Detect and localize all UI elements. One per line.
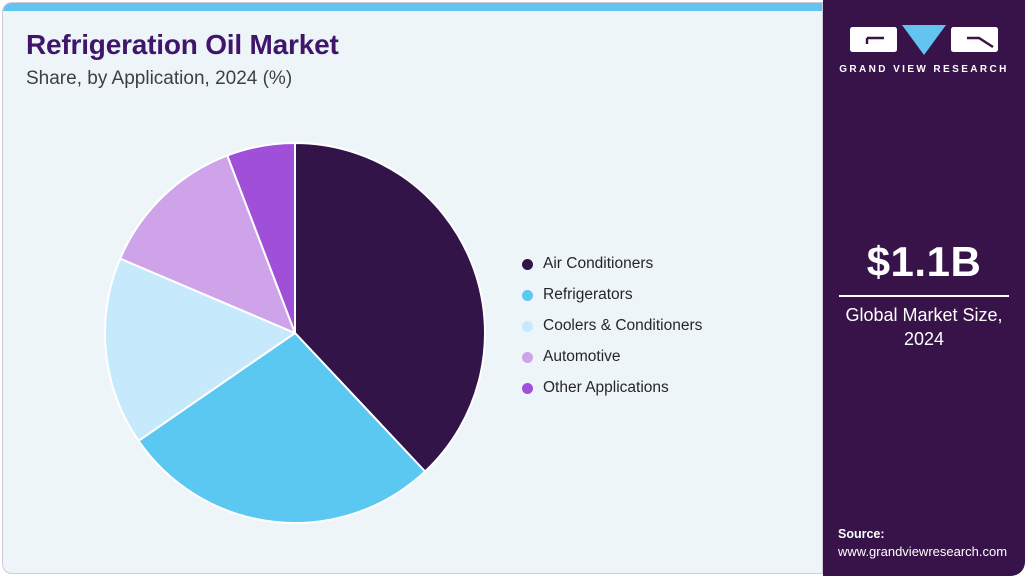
brand-logo-glyphs [850,25,998,57]
legend-label: Automotive [543,348,621,365]
legend-swatch [522,351,533,363]
gvr-r-icon [951,27,998,52]
source-block: Source: www.grandviewresearch.com [838,527,1007,559]
gvr-v-icon [902,25,946,55]
stat-panel: $1.1B Global Market Size, 2024 [823,238,1025,352]
pie-slice-3 [119,154,296,334]
stat-divider [839,295,1009,297]
brand-logo: GRAND VIEW RESEARCH [823,25,1025,75]
legend-item: Automotive [522,348,702,366]
legend: Air Conditioners Refrigerators Coolers &… [522,255,702,397]
pie-chart-container [102,140,488,526]
pie-slice-4 [226,142,296,334]
legend-item: Refrigerators [522,286,702,304]
legend-swatch [522,320,533,332]
legend-label: Air Conditioners [543,255,654,272]
legend-item: Coolers & Conditioners [522,317,702,335]
brand-name: GRAND VIEW RESEARCH [839,64,1009,75]
page-title: Refrigeration Oil Market [26,29,339,60]
brand-sidebar: GRAND VIEW RESEARCH $1.1B Global Market … [823,0,1025,576]
pie-slice-1 [137,332,427,524]
pie-slice-2 [104,257,296,442]
market-size-label: Global Market Size, 2024 [845,305,1003,349]
source-label: Source: [838,527,885,541]
legend-item: Other Applications [522,379,702,397]
legend-swatch [522,382,533,394]
page-subtitle: Share, by Application, 2024 (%) [26,68,293,89]
source-url-link[interactable]: www.grandviewresearch.com [838,544,1008,559]
legend-label: Coolers & Conditioners [543,317,703,334]
pie-chart [104,142,486,524]
legend-swatch [522,258,533,270]
legend-label: Other Applications [543,379,669,396]
legend-item: Air Conditioners [522,255,702,273]
header: Refrigeration Oil Market Share, by Appli… [26,29,339,90]
pie-slice-0 [294,142,486,473]
top-accent-bar [3,3,822,11]
chart-card: Refrigeration Oil Market Share, by Appli… [2,2,823,574]
legend-label: Refrigerators [543,286,633,303]
legend-swatch [522,289,533,301]
market-size-value: $1.1B [866,238,982,285]
gvr-g-icon [850,27,897,52]
